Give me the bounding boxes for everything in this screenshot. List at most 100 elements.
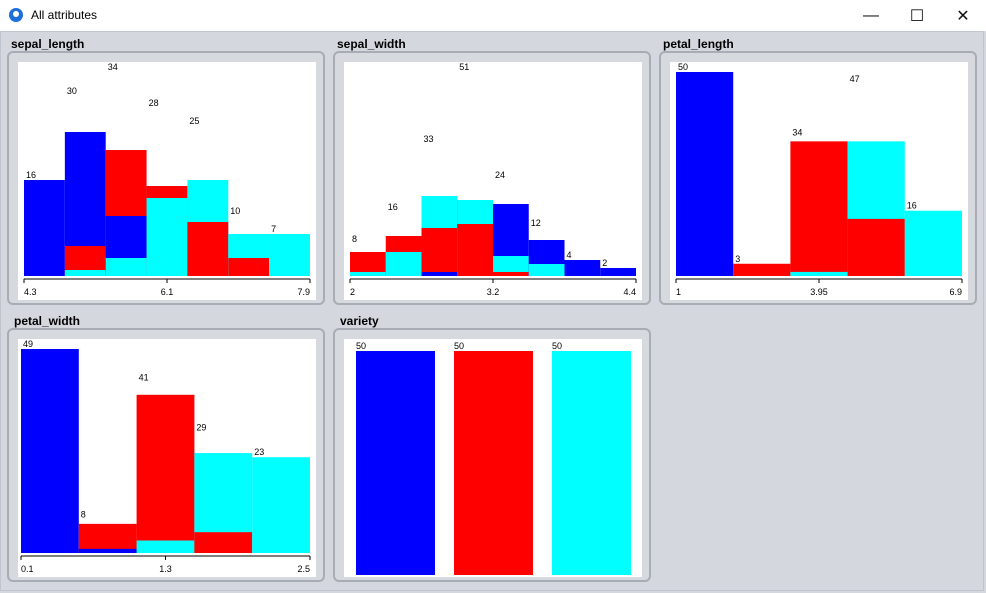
minimize-icon: — <box>863 6 879 24</box>
histogram-sepal-width: 8 16 33 51 24 12 4 2 2 3.2 4.4 <box>349 62 637 297</box>
bar-virginica <box>552 351 631 575</box>
bar-setosa-bin-0 <box>21 349 79 553</box>
bar-versicolor-bin-2 <box>421 228 458 276</box>
bar-setosa-bin-0 <box>676 72 734 276</box>
bin-count-label: 16 <box>907 201 917 211</box>
minimize-button[interactable]: — <box>848 0 894 31</box>
bar-versicolor-bin-3 <box>847 218 905 276</box>
x-tick-label: 2 <box>350 287 355 297</box>
bin-count-label: 10 <box>230 206 240 216</box>
bin-count-label: 2 <box>602 258 607 268</box>
bar-setosa-bin-6 <box>564 260 601 276</box>
panel-petal-length: 50 3 34 47 16 1 3.95 6.9 <box>659 51 977 305</box>
bar-virginica-bin-0 <box>350 272 386 276</box>
bar-versicolor-bin-5 <box>228 258 270 276</box>
bin-count-label: 23 <box>254 447 264 457</box>
bin-count-label: 29 <box>196 422 206 432</box>
bar-chart-variety: 50 50 50 <box>356 341 631 575</box>
bin-count-label: 30 <box>67 86 77 96</box>
panel-sepal-width: 8 16 33 51 24 12 4 2 2 3.2 4.4 <box>333 51 651 305</box>
bin-count-label: 8 <box>352 234 357 244</box>
bin-count-label: 34 <box>792 127 802 137</box>
bin-count-label: 50 <box>678 62 688 72</box>
bar-count-label: 50 <box>552 341 562 351</box>
bar-virginica-bin-4 <box>252 457 310 553</box>
bar-virginica-bin-4 <box>904 210 962 276</box>
bin-count-label: 8 <box>81 510 86 520</box>
bin-count-label: 47 <box>850 74 860 84</box>
window-title: All attributes <box>31 8 98 22</box>
x-tick-label: 1.3 <box>159 564 172 574</box>
x-tick-label: 2.5 <box>297 564 310 574</box>
bar-versicolor-bin-2 <box>136 394 195 553</box>
plot-area-petal-length: 50 3 34 47 16 1 3.95 6.9 <box>670 62 968 300</box>
maximize-icon: ☐ <box>909 7 925 25</box>
panel-label-sepal-width: sepal_width <box>337 37 406 51</box>
bin-count-label: 25 <box>189 116 199 126</box>
x-tick-label: 4.4 <box>623 287 636 297</box>
plot-area-petal-width: 49 8 41 29 23 0.1 1.3 2.5 <box>18 339 316 577</box>
panel-label-sepal-length: sepal_length <box>11 37 85 51</box>
bar-virginica-bin-6 <box>269 234 310 276</box>
x-tick-label: 0.1 <box>21 564 34 574</box>
panel-label-petal-width: petal_width <box>14 314 81 328</box>
bin-count-label: 3 <box>735 254 740 264</box>
panel-petal-width: 49 8 41 29 23 0.1 1.3 2.5 <box>7 328 325 582</box>
bar-virginica-bin-1 <box>385 252 422 276</box>
bar-versicolor-bin-1 <box>78 523 137 553</box>
bar-setosa <box>356 351 435 575</box>
bar-virginica-bin-4 <box>493 256 529 276</box>
bar-versicolor-bin-3 <box>457 224 493 276</box>
histogram-petal-width: 49 8 41 29 23 0.1 1.3 2.5 <box>20 339 311 574</box>
x-tick-label: 4.3 <box>24 287 37 297</box>
bin-count-label: 34 <box>108 62 118 72</box>
histogram-sepal-length: 16 30 34 28 25 10 7 4.3 6.1 7.9 <box>23 62 311 297</box>
bin-count-label: 33 <box>424 134 434 144</box>
bar-setosa-bin-1 <box>78 548 137 553</box>
bar-count-label: 50 <box>356 341 366 351</box>
histogram-petal-length: 50 3 34 47 16 1 3.95 6.9 <box>675 62 963 297</box>
bar-virginica-bin-2 <box>136 540 195 553</box>
bar-setosa-bin-7 <box>600 268 636 276</box>
x-tick-label: 3.2 <box>487 287 500 297</box>
panel-label-variety: variety <box>340 314 379 328</box>
panel-label-petal-length: petal_length <box>663 37 734 51</box>
bar-versicolor-bin-1 <box>733 263 791 276</box>
bin-count-label: 51 <box>459 62 469 72</box>
maximize-button[interactable]: ☐ <box>894 0 940 31</box>
plot-area-variety: 50 50 50 <box>344 339 642 577</box>
bar-virginica-bin-3 <box>146 198 188 276</box>
x-tick-label: 3.95 <box>810 287 828 297</box>
title-bar[interactable]: All attributes — ☐ ✕ <box>0 0 986 31</box>
close-icon: ✕ <box>956 7 970 25</box>
x-tick-label: 6.9 <box>949 287 962 297</box>
bar-versicolor-bin-4 <box>493 272 529 276</box>
bin-count-label: 28 <box>149 98 159 108</box>
bin-count-label: 16 <box>388 202 398 212</box>
bar-setosa-bin-2 <box>421 272 458 276</box>
plot-area-sepal-length: 16 30 34 28 25 10 7 4.3 6.1 7.9 <box>18 62 316 300</box>
bin-count-label: 7 <box>271 224 276 234</box>
bar-versicolor-bin-3 <box>194 532 253 553</box>
app-icon <box>9 8 23 22</box>
close-button[interactable]: ✕ <box>940 0 986 31</box>
bin-count-label: 24 <box>495 170 505 180</box>
bar-count-label: 50 <box>454 341 464 351</box>
bar-virginica-bin-2 <box>790 271 848 276</box>
bar-versicolor-bin-2 <box>790 141 848 276</box>
x-tick-label: 7.9 <box>297 287 310 297</box>
bar-setosa-bin-0 <box>24 180 65 276</box>
bar-versicolor-bin-4 <box>187 222 229 276</box>
bin-count-label: 41 <box>139 372 149 382</box>
x-tick-label: 1 <box>676 287 681 297</box>
bar-versicolor <box>454 351 533 575</box>
bin-count-label: 12 <box>531 218 541 228</box>
x-tick-label: 6.1 <box>161 287 174 297</box>
bin-count-label: 4 <box>567 250 572 260</box>
bar-virginica-bin-2 <box>105 258 147 276</box>
bin-count-label: 16 <box>26 170 36 180</box>
plot-area-sepal-width: 8 16 33 51 24 12 4 2 2 3.2 4.4 <box>344 62 642 300</box>
panel-sepal-length: 16 30 34 28 25 10 7 4.3 6.1 7.9 <box>7 51 325 305</box>
bar-virginica-bin-1 <box>64 270 106 276</box>
bar-virginica-bin-5 <box>528 264 565 276</box>
